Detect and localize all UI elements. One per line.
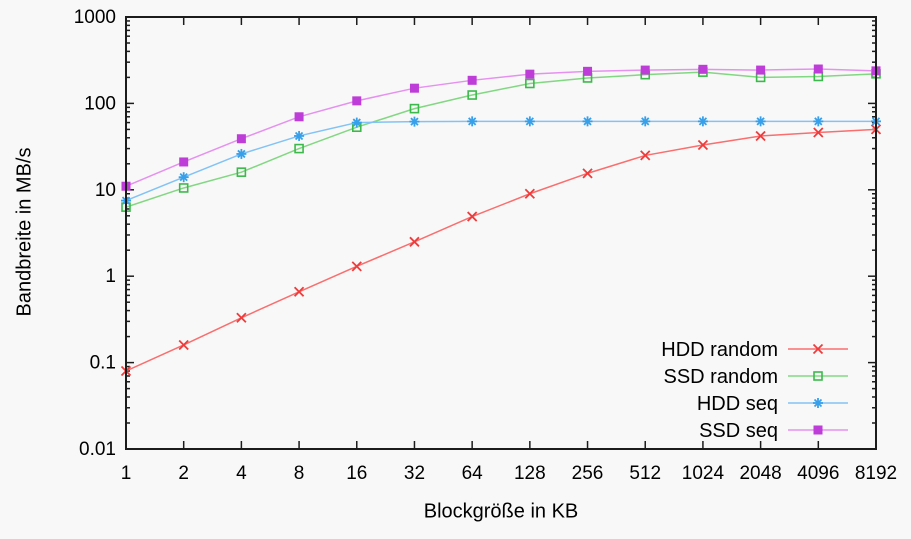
svg-text:128: 128 bbox=[514, 463, 546, 484]
svg-text:4: 4 bbox=[236, 463, 247, 484]
y-axis-title: Bandbreite in MB/s bbox=[13, 147, 36, 317]
svg-text:2048: 2048 bbox=[739, 463, 781, 484]
svg-text:32: 32 bbox=[404, 463, 425, 484]
svg-text:256: 256 bbox=[572, 463, 604, 484]
x-axis-title: Blockgröße in KB bbox=[423, 500, 579, 523]
svg-text:10: 10 bbox=[95, 180, 116, 201]
legend-label: HDD seq bbox=[697, 393, 778, 415]
svg-text:4096: 4096 bbox=[797, 463, 839, 484]
svg-text:1000: 1000 bbox=[74, 7, 116, 28]
svg-text:64: 64 bbox=[462, 463, 484, 484]
svg-text:2: 2 bbox=[178, 463, 189, 484]
svg-text:512: 512 bbox=[629, 463, 661, 484]
svg-text:16: 16 bbox=[346, 463, 367, 484]
legend-label: SSD random bbox=[664, 366, 779, 388]
svg-text:1: 1 bbox=[121, 463, 132, 484]
svg-text:100: 100 bbox=[84, 93, 116, 114]
svg-text:0.1: 0.1 bbox=[90, 353, 116, 374]
legend-label: SSD seq bbox=[699, 420, 778, 442]
svg-text:0.01: 0.01 bbox=[79, 439, 116, 460]
svg-text:8192: 8192 bbox=[855, 463, 897, 484]
legend-label: HDD random bbox=[661, 339, 778, 361]
svg-text:1024: 1024 bbox=[682, 463, 725, 484]
svg-text:1: 1 bbox=[105, 266, 116, 287]
svg-text:8: 8 bbox=[294, 463, 305, 484]
